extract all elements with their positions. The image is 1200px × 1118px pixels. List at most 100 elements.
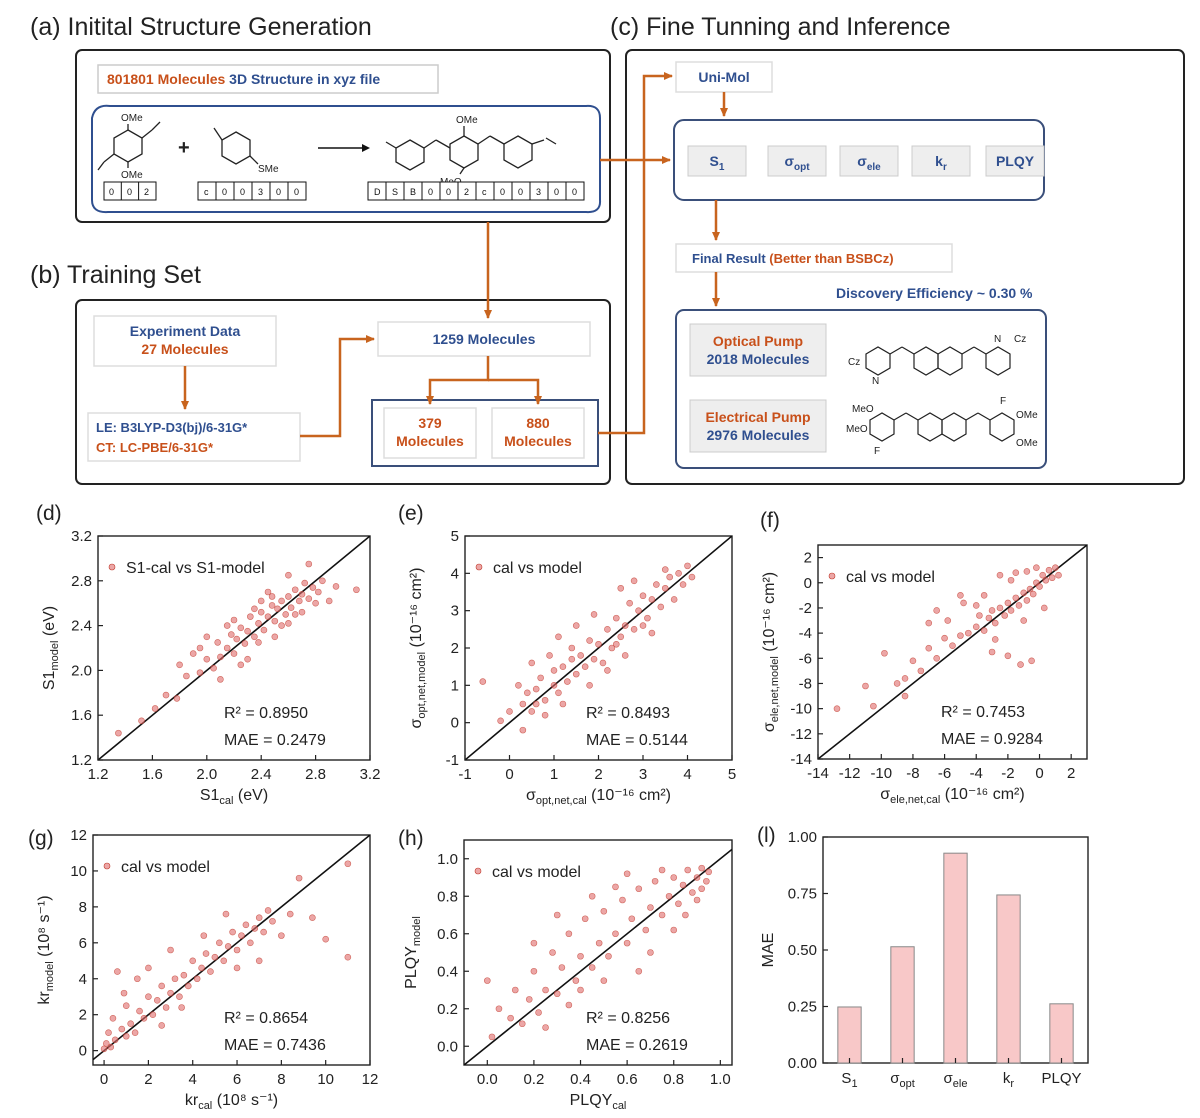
electrical-pump-label: Electrical Pump [705,409,810,425]
y-tick-label: 3 [451,603,459,620]
electrical-meo-mid: MeO [846,424,868,435]
data-point [247,939,254,947]
data-point [925,644,933,652]
data-point [1001,612,1009,619]
data-point [278,932,285,939]
data-point [1052,564,1059,571]
data-point [991,636,999,643]
data-point [648,629,656,637]
code-cells-product: D S B 0 0 2 c 0 0 3 0 0 [367,181,585,201]
data-point [642,926,650,934]
panel-b-title: (b) Training Set [30,261,201,289]
data-point [991,619,999,627]
svg-text:0: 0 [240,187,245,197]
data-point [131,1029,139,1036]
data-point [577,652,585,659]
data-point [196,644,204,652]
data-point [617,584,625,592]
data-point [553,990,561,998]
panel-label: (d) [36,502,62,525]
final-result-label: Final Result [692,251,769,266]
data-point [295,874,303,882]
data-point [1015,602,1023,609]
data-point [630,577,638,585]
data-point [661,566,669,573]
code-cell-char: B [410,187,416,197]
data-point [1020,589,1028,597]
data-point [227,631,235,638]
data-point [285,593,292,600]
data-point [1033,564,1040,571]
unimol-label: Uni-Mol [698,69,749,85]
panel-a-title: (a) Initital Structure Generation [30,13,372,41]
y-tick-label: 0 [79,1043,87,1060]
legend-marker [474,867,482,875]
x-tick-label: 10 [317,1071,334,1088]
data-point [988,648,996,656]
data-point [286,910,294,918]
data-point [515,682,522,689]
data-point [541,696,549,704]
data-point [233,635,241,643]
discovery-efficiency: Discovery Efficiency ~ 0.30 % [836,285,1033,301]
x-tick-label: 2 [594,766,602,783]
data-point [105,1029,112,1036]
r2-label: R² = 0.7453 [941,704,1025,721]
electrical-pump-box [689,399,827,453]
data-point [285,571,292,579]
panel-a-header-box [97,64,439,94]
data-point [274,605,281,613]
total-molecules-box [377,321,591,357]
y-tick-label: 1.0 [437,851,458,868]
data-point [120,989,128,997]
data-point [230,650,238,657]
y-tick-label: 1.2 [71,752,92,769]
data-point [220,957,228,965]
chart-f: (f) -14 -12 -10 -8 -6 -4 -2 0 2 -14 -12 -10 -8 -6 -4 -2 0… [760,509,1088,806]
optical-pump-count: 2018 Molecules [707,351,810,367]
svg-text:0: 0 [294,187,299,197]
data-point [488,1033,496,1041]
y-tick-label: 2.0 [71,662,92,679]
code-cell-char: D [374,187,381,197]
molecule-2-structure [213,127,259,165]
y-tick-label: 10 [70,863,87,880]
y-tick-label: 0.25 [788,999,817,1016]
data-point [1004,652,1012,660]
data-point [565,1001,573,1009]
data-point [985,614,993,622]
ome-label-bottom: OMe [121,170,143,181]
data-point [623,939,631,947]
chart-l: (l) S1 σopt σele kr PLQY 0.00 0.25 0.50 0.75 1.00 M… [757,824,1089,1090]
data-point [264,588,272,596]
property-label: σopt [784,153,810,173]
data-point [1007,576,1015,584]
legend-label: cal vs model [121,859,210,876]
data-point [149,1011,157,1018]
legend-label: cal vs model [492,864,581,881]
x-tick-label: 4 [683,766,691,783]
data-point [550,667,558,674]
data-point [944,617,952,624]
data-point [238,932,245,939]
data-point [196,669,204,676]
panel-a-header: 801801 Molecules 3D Structure in xyz fil… [107,71,380,87]
x-tick-label: 1.0 [710,1071,731,1088]
data-point [255,957,263,965]
data-point [559,663,567,670]
data-point [251,605,258,613]
data-point [588,964,596,971]
property-box [839,145,899,177]
x-tick-label: 5 [728,766,736,783]
data-point [996,571,1004,579]
data-point [189,957,197,965]
electrical-f-left: F [874,446,880,457]
split-880-box [491,407,585,459]
property-label: σele [857,153,881,173]
data-point [260,928,267,936]
x-tick-label: 0.0 [477,1071,498,1088]
y-tick-label: 8 [79,899,87,916]
data-point [542,1024,549,1031]
electrical-meo-top: MeO [852,404,874,415]
data-point [621,652,629,659]
